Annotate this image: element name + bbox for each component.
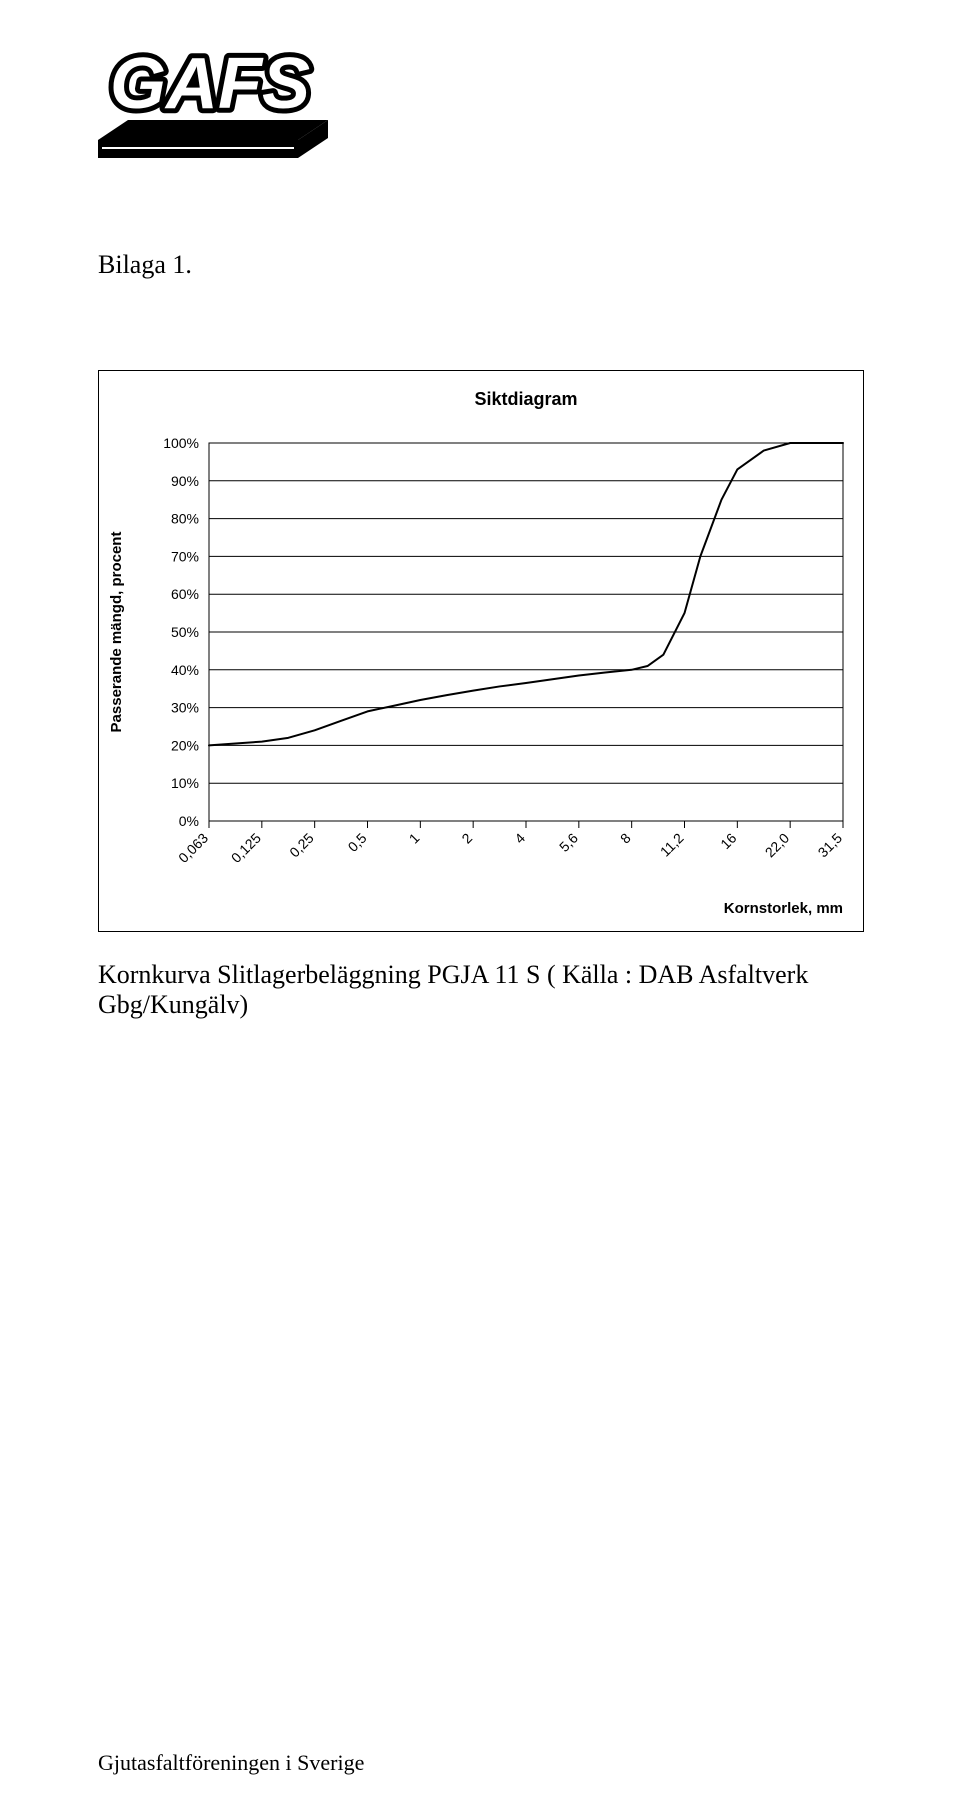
chart-caption: Kornkurva Slitlagerbeläggning PGJA 11 S …: [98, 960, 960, 1020]
page-footer: Gjutasfaltföreningen i Sverige: [98, 1750, 364, 1776]
page: GAFS GAFS Bilaga 1. Siktdiagram Passerand…: [0, 0, 960, 1815]
gafs-logo-svg: GAFS GAFS: [98, 30, 328, 160]
y-tick-label: 30%: [171, 700, 199, 716]
siktdiagram-chart: Siktdiagram Passerande mängd, procent Korn…: [98, 370, 864, 932]
chart-title: Siktdiagram: [474, 389, 577, 409]
y-tick-label: 70%: [171, 548, 199, 564]
y-tick-label: 50%: [171, 624, 199, 640]
y-tick-label: 0%: [179, 813, 199, 829]
appendix-heading: Bilaga 1.: [98, 250, 192, 280]
gafs-logo: GAFS GAFS: [98, 30, 328, 160]
y-tick-label: 100%: [163, 435, 199, 451]
x-axis-label: Kornstorlek, mm: [724, 900, 843, 917]
gafs-logo-text: GAFS: [110, 44, 310, 124]
y-axis-label: Passerande mängd, procent: [108, 532, 125, 733]
y-tick-label: 60%: [171, 586, 199, 602]
y-tick-label: 20%: [171, 737, 199, 753]
y-tick-label: 40%: [171, 662, 199, 678]
y-tick-label: 90%: [171, 473, 199, 489]
y-tick-label: 10%: [171, 775, 199, 791]
y-tick-label: 80%: [171, 511, 199, 527]
chart-svg: Siktdiagram Passerande mängd, procent Korn…: [99, 371, 863, 931]
